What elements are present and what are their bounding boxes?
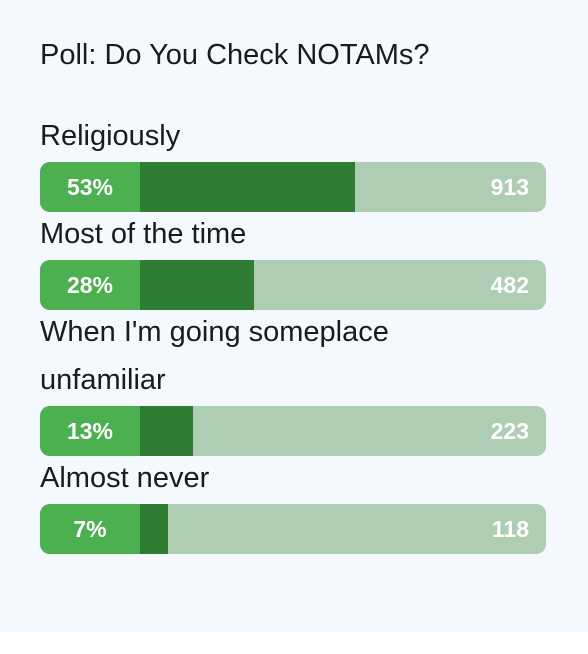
poll-option-percent: 53% (40, 162, 140, 212)
poll-option-bar[interactable]: 53% 913 (40, 162, 546, 212)
poll-option[interactable]: When I'm going someplace unfamiliar 13% … (40, 308, 546, 456)
poll-option-votes: 482 (490, 271, 529, 298)
poll-option-votes: 118 (491, 515, 529, 542)
poll-option-label: When I'm going someplace unfamiliar (40, 316, 389, 396)
poll-option-label: Almost never (40, 462, 210, 494)
poll-option-fill (140, 162, 356, 212)
poll-option[interactable]: Religiously 53% 913 (40, 112, 546, 212)
poll-option-label: Most of the time (40, 218, 247, 250)
poll-option-percent: 13% (40, 406, 140, 456)
poll-option-votes: 913 (490, 173, 529, 200)
poll-option-bar[interactable]: 7% 118 (40, 504, 546, 554)
poll-option-bar[interactable]: 13% 223 (40, 406, 546, 456)
poll-option-bar[interactable]: 28% 482 (40, 260, 546, 310)
poll-option-label: Religiously (40, 120, 181, 152)
poll-title: Poll: Do You Check NOTAMs? (40, 39, 430, 71)
poll-option-votes: 223 (490, 417, 529, 444)
poll-card: Poll: Do You Check NOTAMs? Religiously 5… (0, 0, 588, 632)
poll-option-percent: 28% (40, 260, 140, 310)
poll-option-fill (140, 260, 254, 310)
poll-option-percent: 7% (40, 504, 140, 554)
poll-option[interactable]: Almost never 7% 118 (40, 454, 546, 554)
poll-option-fill (140, 406, 193, 456)
poll-option[interactable]: Most of the time 28% 482 (40, 210, 546, 310)
poll-option-fill (140, 504, 169, 554)
